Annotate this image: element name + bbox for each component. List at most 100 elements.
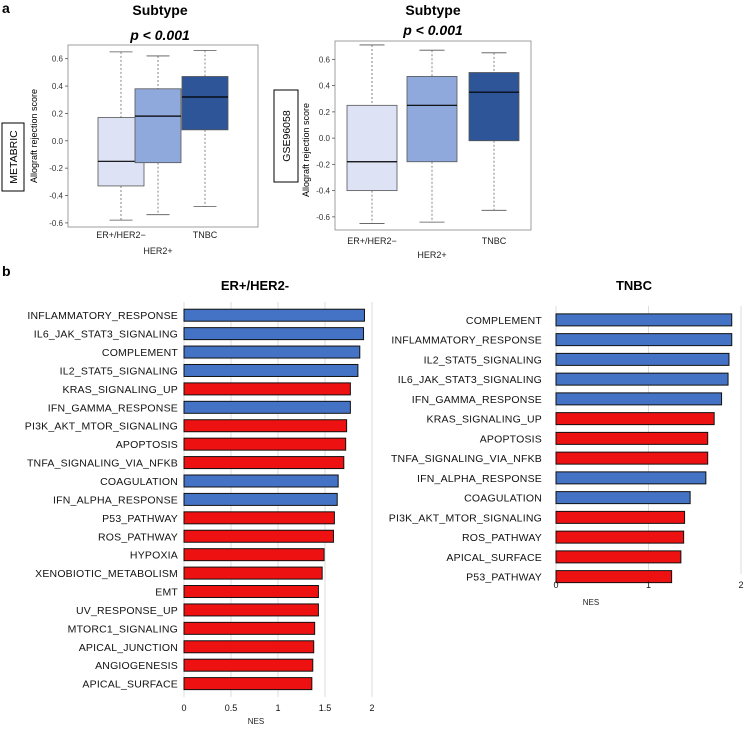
category-label: HER2+ (417, 250, 446, 260)
bar2-term-labels: COMPLEMENT INFLAMMATORY_RESPONSE IL2_STAT5… (389, 315, 542, 584)
hallmark-term-label: IL2_STAT5_SIGNALING (424, 354, 542, 366)
box2-boxes (346, 44, 520, 224)
hallmark-term-label: IL6_JAK_STAT3_SIGNALING (34, 329, 178, 341)
nes-bar (183, 419, 348, 433)
nes-bar (555, 333, 733, 347)
box2-y-axis-label: Allograft rejection score (301, 103, 311, 197)
hallmark-term-label: HYPOXIA (130, 550, 178, 562)
hallmark-term-label: MTORC1_SIGNALING (68, 623, 178, 635)
nes-bar (183, 400, 351, 414)
bar2-x-axis-label: NES (583, 598, 599, 607)
nes-bar (183, 566, 323, 580)
nes-bar (183, 603, 319, 617)
category-label: TNBC (482, 236, 507, 246)
nes-bar (183, 492, 338, 506)
y-tick-label: -0.6 (49, 219, 63, 228)
y-tick-label: 0.2 (52, 109, 64, 118)
y-tick-label: -0.4 (316, 187, 330, 196)
box2-cohort-label: GSE96058 (281, 110, 293, 162)
nes-bar (183, 529, 334, 543)
y-tick-label: 0.6 (319, 55, 331, 64)
nes-bar (183, 345, 361, 359)
bar1-title: ER+/HER2- (221, 278, 289, 293)
bar2-title: TNBC (616, 278, 653, 293)
nes-bar (555, 412, 715, 426)
box-iqr (134, 88, 182, 164)
box-iqr (468, 72, 520, 142)
nes-bar (555, 352, 730, 366)
nes-bar (183, 308, 365, 322)
bar1-bars (183, 308, 365, 691)
y-tick-label: -0.4 (49, 192, 63, 201)
hallmark-term-label: APOPTOSIS (480, 433, 542, 445)
nes-bar (183, 658, 314, 672)
box2-categories: ER+/HER2− HER2+ TNBC (347, 236, 507, 260)
box2-cohort-frame (273, 89, 299, 183)
y-tick-label: 0.0 (52, 137, 64, 146)
hallmark-term-label: P53_PATHWAY (102, 513, 178, 525)
box1-title: Subtype (132, 2, 187, 18)
x-tick-label: 0.5 (225, 703, 238, 713)
nes-bar (183, 677, 313, 691)
hallmark-term-label: TNFA_SIGNALING_VIA_NFKB (391, 453, 542, 465)
nes-bar (555, 550, 682, 564)
hallmark-term-label: IL2_STAT5_SIGNALING (60, 365, 178, 377)
box1-boxes (97, 50, 229, 221)
hallmark-term-label: IFN_ALPHA_RESPONSE (53, 494, 178, 506)
nes-bar (183, 327, 365, 341)
hallmark-term-label: COMPLEMENT (102, 347, 178, 359)
nes-bar (555, 372, 729, 386)
box-iqr (406, 76, 458, 163)
bar2-bars (555, 313, 733, 584)
hallmark-term-label: APICAL_SURFACE (82, 679, 178, 691)
category-label: HER2+ (143, 246, 172, 256)
y-tick-label: 0.6 (52, 55, 64, 64)
hallmark-term-label: INFLAMMATORY_RESPONSE (27, 310, 178, 322)
box2-y-ticks: -0.6 -0.4 -0.2 0.0 0.2 0.4 0.6 (316, 55, 335, 222)
nes-bar (555, 451, 709, 465)
bar1-x-axis-label: NES (248, 717, 264, 726)
nes-bar (555, 530, 685, 544)
panel-a-letter: a (2, 0, 10, 16)
x-tick-label: 0 (553, 580, 558, 590)
y-tick-label: 0.0 (319, 134, 331, 143)
hallmark-term-label: KRAS_SIGNALING_UP (427, 414, 542, 426)
nes-bar (555, 491, 691, 505)
bar1-term-labels: INFLAMMATORY_RESPONSE IL6_JAK_STAT3_SIGNA… (25, 310, 178, 691)
hallmark-term-label: IFN_GAMMA_RESPONSE (412, 394, 542, 406)
box1-y-axis-label: Allograft rejection score (29, 89, 39, 183)
box1-cohort-frame (1, 122, 25, 192)
nes-bar (555, 471, 707, 485)
hallmark-term-label: COMPLEMENT (466, 315, 542, 327)
category-label: ER+/HER2− (96, 230, 146, 240)
hallmark-term-label: ROS_PATHWAY (462, 532, 542, 544)
hallmark-term-label: EMT (155, 587, 178, 599)
hallmark-term-label: APICAL_SURFACE (446, 552, 542, 564)
nes-bar (183, 474, 339, 488)
box1-pvalue: p < 0.001 (129, 27, 190, 43)
nes-barchart-tnbc: TNBC COMPLEMENT INFLAMMATORY_RESPONSE IL2_… (389, 278, 744, 607)
panel-b-letter: b (2, 263, 11, 279)
x-tick-label: 1 (646, 580, 651, 590)
bar2-x-ticks: 0 1 2 (553, 580, 743, 590)
hallmark-term-label: IFN_GAMMA_RESPONSE (48, 402, 178, 414)
x-tick-label: 1.5 (319, 703, 332, 713)
nes-bar (555, 510, 686, 524)
hallmark-term-label: COAGULATION (464, 493, 542, 505)
hallmark-term-label: IL6_JAK_STAT3_SIGNALING (398, 374, 542, 386)
y-tick-label: -0.2 (316, 160, 330, 169)
y-tick-label: -0.6 (316, 213, 330, 222)
nes-bar (183, 585, 319, 599)
box1-cohort-label: METABRIC (8, 130, 20, 184)
box2-plot-frame (334, 40, 532, 231)
nes-bar (183, 640, 315, 654)
nes-bar (183, 511, 335, 525)
y-tick-label: 0.4 (319, 82, 331, 91)
hallmark-term-label: KRAS_SIGNALING_UP (63, 384, 178, 396)
hallmark-term-label: APICAL_JUNCTION (79, 642, 178, 654)
hallmark-term-label: ANGIOGENESIS (95, 660, 178, 672)
box1-y-ticks: -0.6 -0.4 -0.2 0.0 0.2 0.4 0.6 (49, 55, 68, 228)
nes-bar (183, 437, 347, 451)
hallmark-term-label: PI3K_AKT_MTOR_SIGNALING (389, 512, 542, 524)
